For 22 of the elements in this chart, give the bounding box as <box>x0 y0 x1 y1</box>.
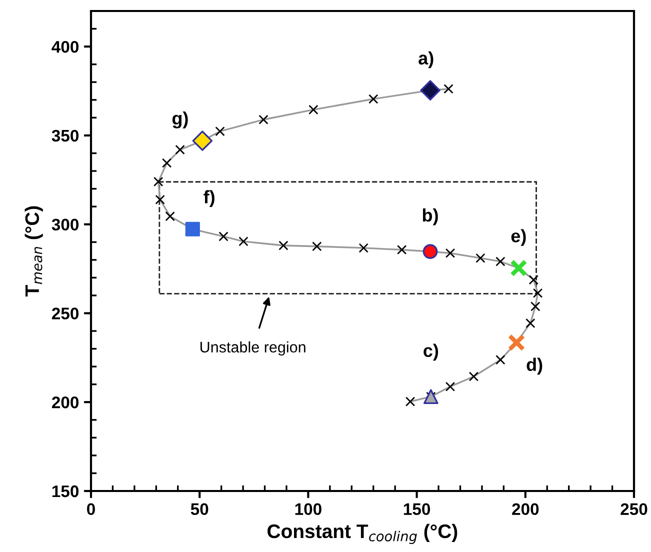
x-tick-label: 100 <box>295 503 322 516</box>
y-tick-label: 400 <box>52 40 79 53</box>
annotation: d) <box>526 358 542 375</box>
annotation: Unstable region <box>200 341 306 356</box>
x-tick-label: 250 <box>620 503 648 516</box>
x-tick-label: 0 <box>87 503 95 516</box>
annotation: b) <box>422 208 438 226</box>
y-tick-label: 350 <box>52 130 79 142</box>
annotation: a) <box>418 51 434 68</box>
y-tick-label: 300 <box>52 218 79 231</box>
annotation: e) <box>511 229 526 246</box>
x-tick-label: 200 <box>512 503 539 516</box>
x-tick-label: 50 <box>190 503 208 516</box>
annotation: c) <box>424 344 438 361</box>
y-tick-label: 250 <box>52 308 79 320</box>
annotation: g) <box>172 111 188 128</box>
y-tick-label: 150 <box>52 485 79 498</box>
x-tick-label: 150 <box>404 503 430 516</box>
annotation: f) <box>204 190 214 207</box>
y-axis-title: T$_{mean}$ (°C) <box>24 206 43 296</box>
y-tick-label: 200 <box>52 396 79 408</box>
x-axis-title: Constant T$_{cooling}$ (°C) <box>268 524 458 544</box>
